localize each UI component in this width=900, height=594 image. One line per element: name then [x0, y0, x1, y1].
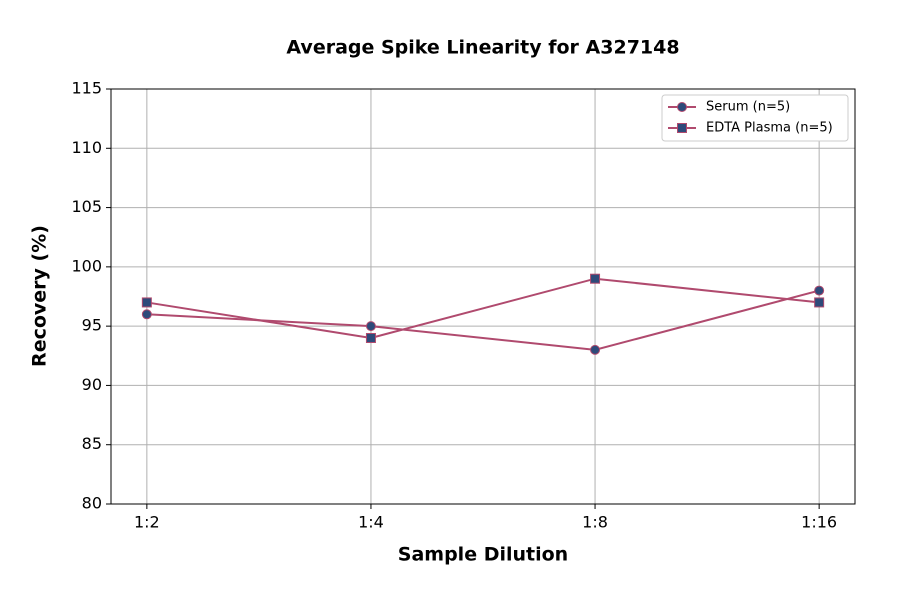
series-line [146, 277, 820, 340]
plot-frame [110, 88, 856, 505]
x-tick-label: 1:4 [358, 513, 384, 532]
x-tick-label: 1:2 [134, 513, 160, 532]
y-tick-label: 105 [71, 197, 102, 216]
marker [677, 123, 687, 133]
marker [814, 297, 825, 308]
y-axis-label: Recovery (%) [29, 225, 51, 367]
legend-box [661, 94, 849, 142]
x-tick-label: 1:16 [801, 513, 837, 532]
marker [365, 333, 376, 343]
marker [814, 285, 825, 296]
x-tick-label: 1:8 [582, 513, 608, 532]
x-axis-label: Sample Dilution [398, 544, 568, 566]
marker [590, 344, 601, 355]
marker [365, 321, 376, 332]
y-tick-label: 85 [82, 434, 102, 453]
y-tick-label: 95 [82, 316, 102, 335]
marker [590, 273, 601, 284]
chart-title: Average Spike Linearity for A327148 [286, 37, 679, 59]
series-line [146, 289, 820, 351]
y-tick-label: 110 [71, 138, 102, 157]
legend-label: Serum (n=5) [706, 100, 790, 115]
y-tick-label: 115 [71, 79, 102, 98]
marker [141, 297, 152, 308]
y-tick-label: 80 [82, 494, 102, 513]
marker [141, 309, 152, 320]
legend-label: EDTA Plasma (n=5) [706, 121, 833, 136]
y-tick-label: 100 [71, 256, 102, 275]
y-tick-label: 90 [82, 375, 102, 394]
marker [677, 102, 687, 112]
